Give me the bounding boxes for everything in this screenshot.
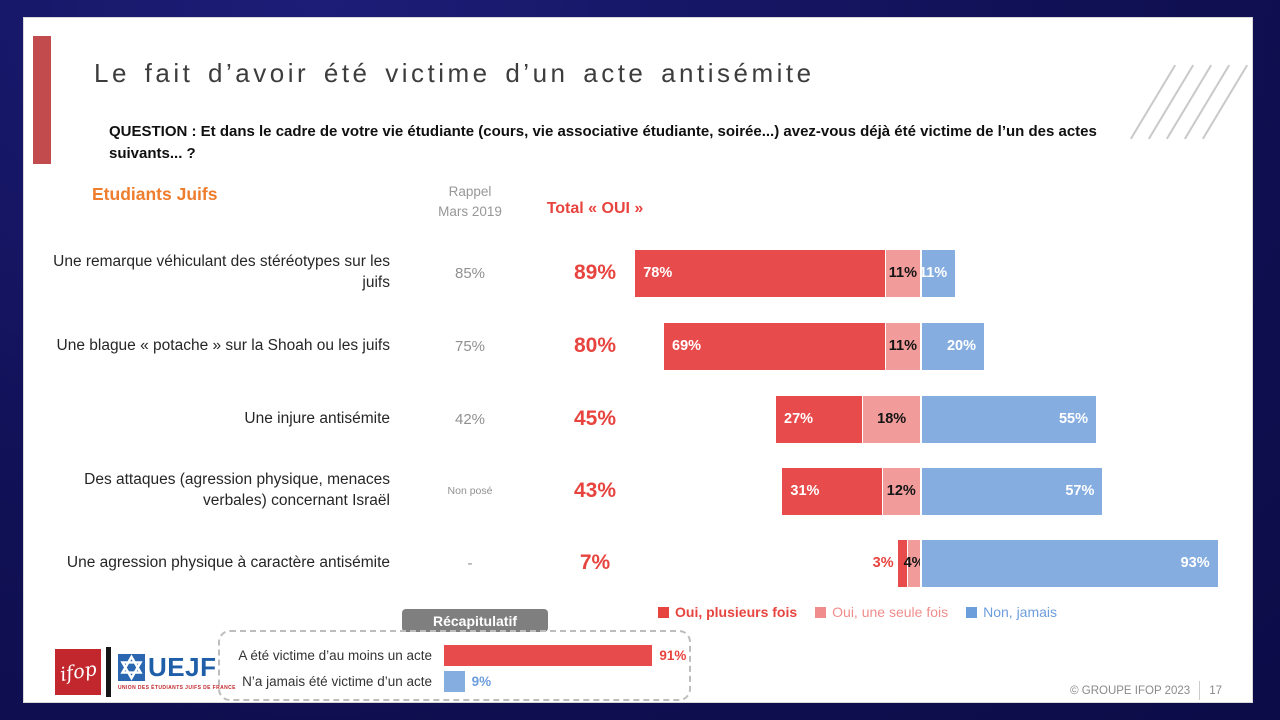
bar-segment-label: 78% bbox=[643, 265, 673, 281]
bar-segment-label: 93% bbox=[1180, 555, 1210, 571]
bar-segment-oui-une-seule-fois: 11% bbox=[884, 322, 920, 370]
legend-item-label: Oui, une seule fois bbox=[832, 604, 949, 620]
recap-summary-box: A été victime d’au moins un acte 91% N’a j… bbox=[218, 630, 691, 701]
recap-bar bbox=[444, 670, 465, 692]
bar-segment-label: 11% bbox=[888, 338, 917, 354]
column-header-rappel: Rappel Mars 2019 bbox=[420, 182, 520, 221]
bar-segment-label: 55% bbox=[1058, 411, 1088, 427]
footer-divider bbox=[1199, 681, 1201, 700]
bar-segment-label: 11% bbox=[888, 265, 917, 281]
slide: Le fait d’avoir été victime d’un acte an… bbox=[24, 18, 1252, 702]
bar-segment-label: 12% bbox=[886, 483, 916, 499]
recap-row: A été victime d’au moins un acte 91% bbox=[220, 644, 689, 666]
bar-segment-oui-une-seule-fois: 12% bbox=[881, 467, 920, 515]
page-number: 17 bbox=[1209, 684, 1222, 697]
chart-row-rappel-value: 42% bbox=[454, 410, 486, 428]
legend-item: Oui, une seule fois bbox=[815, 604, 948, 620]
bar-segment-non-jamais: 93% bbox=[920, 539, 1218, 587]
chart-row-rappel-value: 75% bbox=[454, 337, 486, 355]
column-header-total-oui: Total « OUI » bbox=[546, 200, 644, 217]
copyright-text: © GROUPE IFOP 2023 bbox=[1070, 684, 1191, 697]
bar-segment-label: 11% bbox=[918, 265, 948, 281]
legend-color-swatch bbox=[966, 606, 978, 618]
chart-row-rappel-value: - bbox=[467, 554, 473, 572]
uejf-logo-top: UEJF bbox=[118, 652, 236, 683]
chart-row-rappel-value: Non posé bbox=[447, 485, 493, 497]
bar-segment-oui-plusieurs-fois: 27% bbox=[776, 395, 863, 443]
bar-segment-label: 27% bbox=[784, 411, 814, 427]
recap-bar-value: 9% bbox=[471, 673, 492, 689]
bar-segment-oui-plusieurs-fois: 69% bbox=[664, 322, 885, 370]
diagonal-hatch-decoration bbox=[1129, 63, 1250, 141]
chart-legend: Oui, plusieurs fois Oui, une seule fois No… bbox=[658, 604, 1057, 620]
title-accent-bar bbox=[33, 36, 51, 164]
legend-item-label: Non, jamais bbox=[983, 604, 1058, 620]
uejf-logo-subtext: UNION DES ÉTUDIANTS JUIFS DE FRANCE bbox=[118, 685, 236, 691]
bar-segment-non-jamais: 11% bbox=[918, 249, 956, 297]
bar-segment-oui-une-seule-fois: 4% bbox=[904, 539, 925, 587]
bar-segment-label: 57% bbox=[1065, 483, 1095, 499]
legend-item-label: Oui, plusieurs fois bbox=[675, 604, 798, 620]
hatch-line bbox=[1201, 64, 1249, 140]
legend-item: Oui, plusieurs fois bbox=[658, 604, 797, 620]
uejf-logo: UEJF UNION DES ÉTUDIANTS JUIFS DE FRANCE bbox=[118, 652, 236, 691]
recap-row-label: N’a jamais été victime d’un acte bbox=[242, 673, 432, 689]
recap-row: N’a jamais été victime d’un acte 9% bbox=[220, 670, 689, 692]
recap-bar bbox=[444, 644, 653, 666]
chart-row-total-oui-value: 89% bbox=[573, 261, 617, 284]
bar-segment-label: 18% bbox=[877, 411, 907, 427]
bar-segment-oui-plusieurs-fois bbox=[897, 539, 908, 587]
chart-row-total-oui-value: 43% bbox=[573, 479, 617, 502]
legend-item: Non, jamais bbox=[966, 604, 1057, 620]
question-text: QUESTION : Et dans le cadre de votre vie… bbox=[109, 123, 1097, 162]
ifop-logo-text: ifop bbox=[58, 657, 98, 687]
bar-segment-non-jamais: 55% bbox=[920, 395, 1096, 443]
recap-row-label: A été victime d’au moins un acte bbox=[238, 647, 432, 663]
recap-header-badge: Récapitulatif bbox=[402, 609, 548, 632]
bar-segment-oui-plusieurs-fois: 78% bbox=[635, 249, 885, 297]
uejf-logo-text: UEJF bbox=[148, 652, 217, 682]
bar-segment-label: 31% bbox=[790, 483, 820, 499]
page-title: Le fait d’avoir été victime d’un acte an… bbox=[94, 58, 815, 88]
bar-segment-oui-une-seule-fois: 11% bbox=[884, 249, 920, 297]
recap-bar-value: 91% bbox=[659, 647, 687, 663]
chart-row-label: Une blague « potache » sur la Shoah ou l… bbox=[56, 336, 390, 354]
legend-color-swatch bbox=[658, 606, 669, 618]
bar-segment-non-jamais: 20% bbox=[920, 322, 984, 370]
bar-segment-label: 4% bbox=[903, 555, 925, 571]
bar-segment-oui-plusieurs-fois: 31% bbox=[782, 467, 882, 515]
chart-row-label: Des attaques (agression physique, menace… bbox=[84, 471, 390, 509]
column-header-rappel-line1: Rappel bbox=[448, 184, 492, 199]
chart-row-total-oui-value: 7% bbox=[579, 551, 611, 574]
slide-footer: © GROUPE IFOP 2023 17 bbox=[1070, 681, 1222, 700]
bar-segment-label-outside: 3% bbox=[872, 555, 894, 571]
chart-row-label: Une agression physique à caractère antis… bbox=[66, 553, 390, 571]
ifop-logo: ifop bbox=[55, 649, 101, 695]
chart-row-label: Une remarque véhiculant des stéréotypes … bbox=[53, 253, 390, 291]
chart-row-rappel-value: 85% bbox=[454, 264, 486, 282]
star-of-david-icon bbox=[118, 654, 145, 681]
logo-separator bbox=[106, 647, 111, 697]
chart-row-total-oui-value: 80% bbox=[573, 334, 617, 357]
chart-row-label: Une injure antisémite bbox=[244, 409, 390, 427]
bar-segment-label: 20% bbox=[946, 338, 976, 354]
population-label: Etudiants Juifs bbox=[92, 184, 218, 204]
legend-color-swatch bbox=[815, 606, 827, 618]
bar-segment-oui-une-seule-fois: 18% bbox=[862, 395, 920, 443]
bar-segment-non-jamais: 57% bbox=[920, 467, 1103, 515]
chart-row-total-oui-value: 45% bbox=[573, 407, 617, 430]
column-header-rappel-line2: Mars 2019 bbox=[438, 203, 502, 219]
bar-segment-label: 69% bbox=[672, 338, 702, 354]
